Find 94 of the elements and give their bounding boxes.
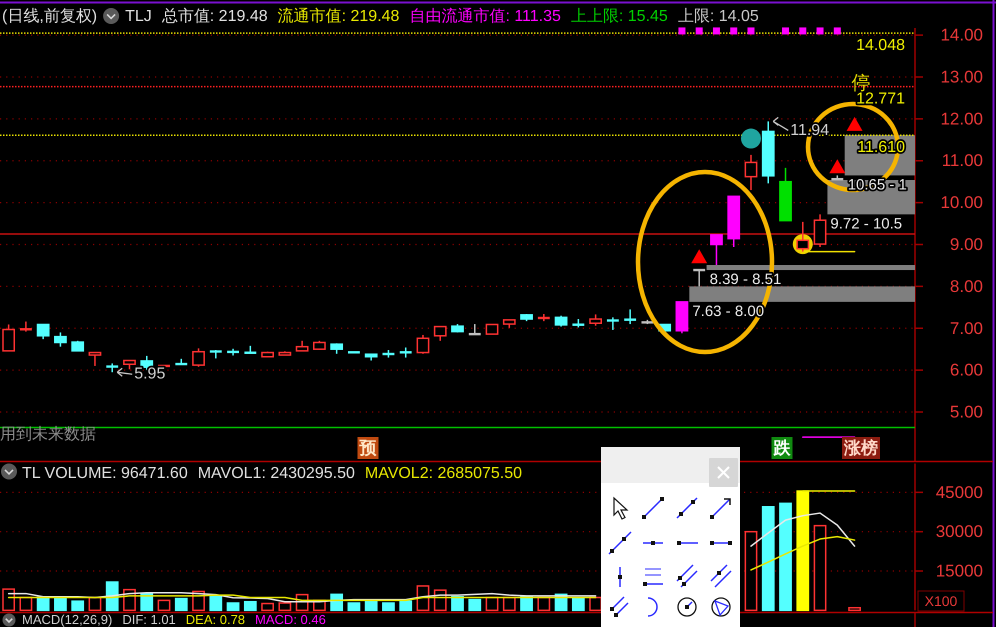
candlestick bbox=[416, 334, 430, 355]
bar bbox=[158, 600, 170, 612]
bar bbox=[20, 596, 32, 612]
candlestick bbox=[624, 308, 636, 325]
bar bbox=[209, 594, 222, 612]
point bbox=[712, 27, 720, 34]
y-tick-label: 6.00 bbox=[950, 360, 983, 380]
band-label: 9.72 - 10.5 bbox=[830, 215, 902, 232]
y-tick-label: 11.00 bbox=[942, 151, 983, 170]
candlestick bbox=[88, 352, 102, 367]
candlestick bbox=[468, 323, 481, 336]
candlestick bbox=[589, 314, 602, 326]
y-tick-label: 13.00 bbox=[940, 67, 983, 86]
bar bbox=[244, 600, 257, 612]
text: 自由流通市值: 111.35 bbox=[409, 7, 561, 25]
bar bbox=[399, 600, 412, 612]
y-tick-label: 30000 bbox=[936, 522, 983, 542]
bar bbox=[796, 490, 810, 612]
text: DIF: 1.01 bbox=[122, 612, 176, 627]
text: 上上限: 15.45 bbox=[570, 7, 668, 25]
text: MACD: 0.46 bbox=[255, 612, 326, 627]
candlestick bbox=[296, 340, 309, 352]
annotation: MAVOL1: 2430295.50 bbox=[198, 465, 355, 482]
text: 上限: 14.05 bbox=[678, 7, 759, 25]
bar bbox=[468, 598, 482, 612]
point bbox=[678, 27, 686, 34]
annotation: MAVOL2: 2685075.50 bbox=[364, 465, 522, 482]
y-tick-label: 10.00 bbox=[940, 193, 983, 212]
bar bbox=[2, 588, 16, 612]
text: TLJ bbox=[125, 8, 152, 25]
point bbox=[834, 27, 841, 34]
annotation: 用到未来数据 bbox=[0, 425, 96, 443]
y-tick-label: 12.00 bbox=[940, 109, 983, 128]
point bbox=[730, 27, 738, 34]
bar bbox=[88, 596, 102, 612]
candlestick bbox=[71, 340, 84, 352]
y-axis-title: X100 bbox=[924, 593, 958, 609]
candlestick bbox=[192, 348, 205, 368]
bar bbox=[71, 600, 84, 612]
bar bbox=[762, 506, 775, 612]
point bbox=[799, 27, 806, 34]
annotation: 5.95 bbox=[134, 366, 166, 383]
bar bbox=[54, 596, 67, 612]
candlestick bbox=[554, 314, 568, 328]
text: 总市值: 219.48 bbox=[160, 7, 268, 25]
candlestick bbox=[2, 324, 16, 352]
candlestick bbox=[693, 268, 706, 288]
bar bbox=[779, 502, 792, 612]
point bbox=[740, 128, 761, 149]
point bbox=[782, 27, 790, 34]
text: DEA: 0.78 bbox=[186, 612, 246, 627]
bar bbox=[486, 596, 498, 612]
bar bbox=[848, 606, 861, 612]
y-tick-label: 7.00 bbox=[950, 318, 983, 338]
candlestick bbox=[36, 324, 50, 340]
point bbox=[816, 27, 824, 34]
y-tick-label: 15000 bbox=[936, 562, 983, 581]
annotation: 涨榜 bbox=[843, 438, 878, 458]
bar bbox=[226, 602, 240, 612]
text: MACD(12,26,9) bbox=[22, 612, 112, 627]
annotation: TL VOLUME: 96471.60 bbox=[22, 465, 188, 482]
bar bbox=[174, 598, 188, 612]
y-tick-label: 5.00 bbox=[950, 402, 983, 422]
candlestick bbox=[400, 346, 412, 358]
candlestick bbox=[710, 234, 723, 266]
bar bbox=[261, 602, 274, 612]
candlestick bbox=[434, 325, 447, 342]
candlestick bbox=[54, 332, 67, 348]
annotation: 预 bbox=[358, 438, 378, 458]
candlestick bbox=[486, 324, 498, 335]
bar bbox=[348, 602, 360, 612]
candlestick bbox=[20, 320, 32, 332]
point bbox=[696, 27, 703, 34]
point bbox=[829, 159, 846, 174]
ref-line-label: 12.771 bbox=[856, 90, 906, 108]
candlestick bbox=[744, 154, 758, 191]
candlestick bbox=[796, 221, 810, 252]
y-tick-label: 14.00 bbox=[940, 26, 983, 45]
ref-line-label: 14.048 bbox=[856, 37, 906, 54]
bar bbox=[744, 530, 758, 612]
candlestick bbox=[814, 214, 826, 248]
point bbox=[747, 27, 754, 34]
bar bbox=[572, 598, 585, 612]
text: 流通市值: 219.48 bbox=[278, 7, 400, 25]
chart-title: (日线,前复权) bbox=[2, 7, 98, 25]
point bbox=[846, 116, 863, 131]
y-tick-label: 45000 bbox=[936, 482, 983, 502]
point bbox=[691, 249, 708, 264]
y-tick-label: 8.00 bbox=[950, 276, 983, 296]
annotation: 跌 bbox=[772, 438, 792, 458]
bar bbox=[382, 602, 395, 612]
bar bbox=[814, 524, 826, 612]
bar bbox=[278, 602, 292, 612]
y-tick-label: 9.00 bbox=[950, 235, 983, 254]
